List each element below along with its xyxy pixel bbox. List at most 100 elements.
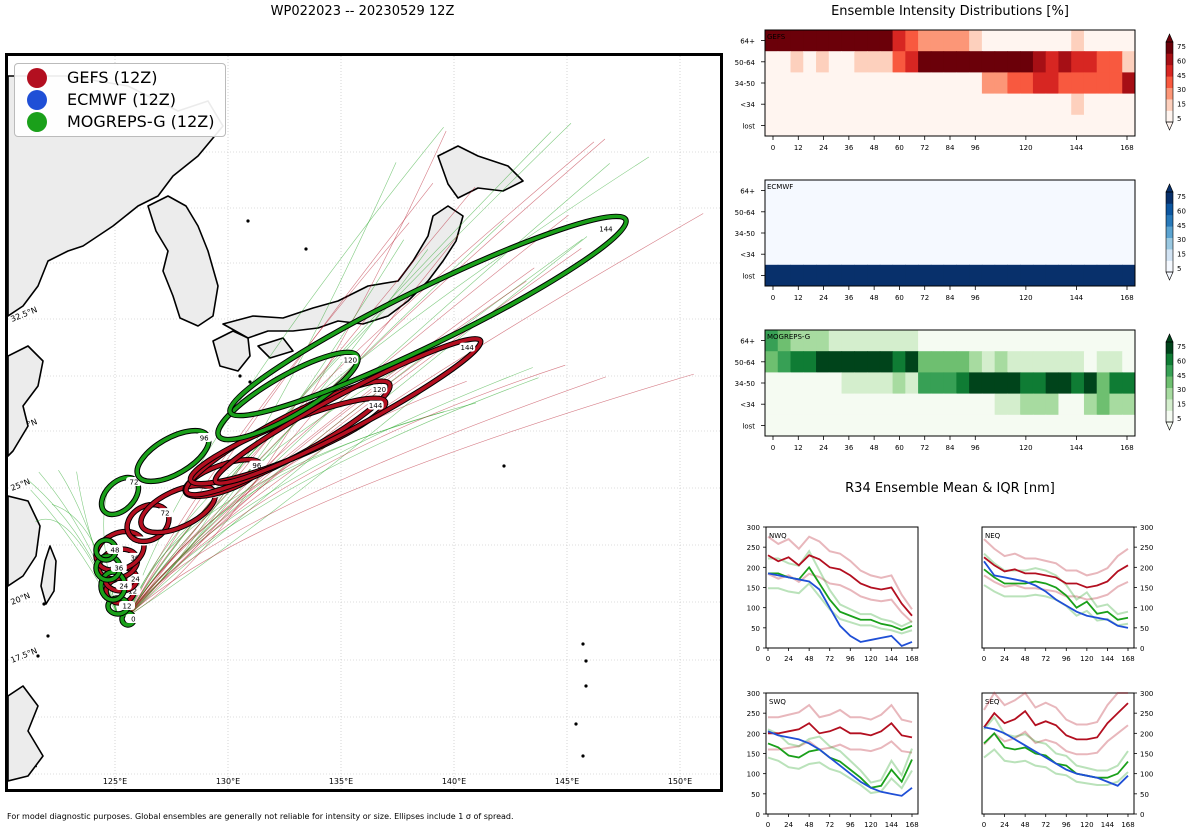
heatmap-cell bbox=[854, 180, 868, 202]
heatmap-cell bbox=[803, 393, 817, 416]
heatmap-cell bbox=[969, 30, 983, 52]
heatmap-cell bbox=[841, 222, 855, 245]
colorbar-tick-label: 15 bbox=[1177, 401, 1186, 409]
heatmap-cell bbox=[943, 330, 957, 352]
heatmap-cell bbox=[1058, 243, 1072, 266]
heatmap-cell bbox=[1045, 351, 1059, 373]
heatmap-cell bbox=[1109, 351, 1123, 373]
heatmap-cell bbox=[1122, 393, 1136, 416]
legend-marker-mogreps bbox=[27, 112, 47, 132]
heatmap-cell bbox=[1032, 243, 1047, 266]
mogreps-member-track bbox=[58, 470, 119, 617]
heatmap-cell bbox=[777, 222, 792, 245]
heatmap-cell bbox=[803, 201, 817, 223]
heatmap-cell bbox=[828, 222, 843, 245]
heatmap-cell bbox=[765, 201, 779, 223]
r34-xtick-label: 0 bbox=[766, 655, 770, 663]
r34-ytick-label: 150 bbox=[1140, 585, 1153, 593]
colorbar-tick-label: 45 bbox=[1177, 372, 1186, 380]
heatmap-cell bbox=[1007, 51, 1021, 73]
heatmap-cell bbox=[918, 393, 932, 416]
heatmap-cell bbox=[828, 264, 843, 287]
heatmap-cell bbox=[969, 414, 983, 437]
heatmap-cell bbox=[1109, 114, 1123, 137]
heatmap-cell bbox=[994, 414, 1008, 437]
heatmap-cell bbox=[956, 201, 970, 223]
heatmap-cell bbox=[1083, 264, 1098, 287]
lon-label: 125°E bbox=[103, 777, 127, 786]
r34-ytick-label: 100 bbox=[747, 771, 760, 779]
r34-mean-line bbox=[983, 726, 1129, 787]
heatmap-cell bbox=[1032, 393, 1047, 416]
heatmap-cell bbox=[1020, 414, 1034, 437]
heatmap-cell bbox=[994, 72, 1008, 95]
heatmap-cell bbox=[892, 180, 906, 202]
heatmap-cell bbox=[816, 351, 830, 373]
heatmap-cell bbox=[879, 393, 894, 416]
heatmap-cell bbox=[841, 180, 855, 202]
heatmap-cell bbox=[994, 114, 1008, 137]
mogreps-ellipse bbox=[228, 214, 628, 418]
gefs-ellipse bbox=[213, 337, 483, 485]
heatmap-cell bbox=[765, 372, 779, 395]
heatmap-cell bbox=[790, 51, 804, 73]
heatmap-cell bbox=[994, 51, 1008, 73]
heatmap-cell bbox=[765, 264, 779, 287]
colorbar-top-arrow bbox=[1165, 333, 1174, 343]
colorbar-tick-label: 30 bbox=[1177, 86, 1186, 94]
heatmap-row-label: <34 bbox=[740, 101, 755, 109]
gefs-member-track bbox=[127, 364, 566, 617]
ellipse-label-box bbox=[196, 433, 213, 442]
lon-label: 145°E bbox=[555, 777, 579, 786]
heatmap-xtick-label: 84 bbox=[946, 144, 955, 152]
r34-xtick-label: 120 bbox=[864, 655, 877, 663]
heatmap-cell bbox=[879, 30, 894, 52]
heatmap-cell bbox=[803, 330, 817, 352]
colorbar-tick-label: 5 bbox=[1177, 265, 1181, 273]
r34-ytick-label: 200 bbox=[747, 564, 760, 572]
heatmap-cell bbox=[943, 243, 957, 266]
heatmap-cell bbox=[918, 264, 932, 287]
r34-quadrant-label: SEQ bbox=[985, 698, 1000, 706]
heatmap-cell bbox=[1109, 222, 1123, 245]
japan-shikoku bbox=[257, 337, 294, 359]
heatmap-cell bbox=[854, 264, 868, 287]
heatmap-cell bbox=[790, 372, 804, 395]
r34-xtick-label: 48 bbox=[805, 655, 814, 663]
heatmap-cell bbox=[765, 51, 779, 73]
heatmap-cell bbox=[956, 264, 970, 287]
r34-ytick-label: 50 bbox=[1140, 625, 1149, 633]
heatmap-cell bbox=[854, 393, 868, 416]
heatmap-cell bbox=[765, 30, 779, 52]
heatmap-cell bbox=[816, 114, 830, 137]
heatmap-cell bbox=[777, 114, 792, 137]
heatmap-cell bbox=[956, 243, 970, 266]
heatmap-cell bbox=[765, 351, 779, 373]
heatmap-cell bbox=[1083, 180, 1098, 202]
heatmap-row-label: 34-50 bbox=[735, 230, 755, 238]
r34-panel-frame bbox=[765, 526, 919, 649]
heatmap-cell bbox=[905, 30, 919, 52]
heatmap-cell bbox=[1007, 330, 1021, 352]
ellipse-label: 36 bbox=[130, 554, 139, 562]
heatmap-cell bbox=[981, 351, 996, 373]
heatmap-cell bbox=[1032, 51, 1047, 73]
heatmap-cell bbox=[828, 51, 843, 73]
china-south-coast bbox=[8, 495, 41, 587]
heatmap-cell bbox=[816, 72, 830, 95]
heatmap-cell bbox=[1122, 93, 1136, 116]
heatmap-row-label: lost bbox=[742, 122, 755, 130]
r34-xtick-label: 120 bbox=[1080, 655, 1093, 663]
ellipse-label: 0 bbox=[131, 616, 135, 624]
r34-iqr-line bbox=[768, 740, 913, 754]
heatmap-cell bbox=[1058, 222, 1072, 245]
r34-iqr-line bbox=[768, 581, 913, 635]
heatmap-cell bbox=[1122, 222, 1136, 245]
heatmap-cell bbox=[892, 372, 906, 395]
heatmap-cell bbox=[930, 372, 945, 395]
heatmap-cell bbox=[1032, 114, 1047, 137]
ellipse-label-box bbox=[342, 355, 359, 364]
heatmap-cell bbox=[892, 201, 906, 223]
r34-xtick-label: 168 bbox=[905, 655, 918, 663]
lon-label: 135°E bbox=[329, 777, 353, 786]
